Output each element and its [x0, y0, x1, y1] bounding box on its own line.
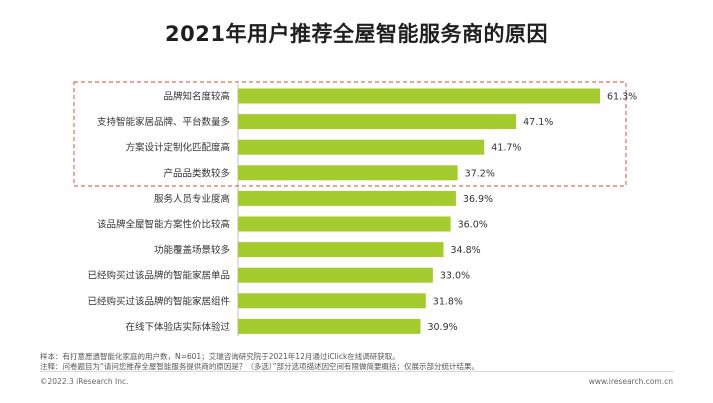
bar	[238, 318, 421, 334]
value-label: 36.0%	[458, 220, 488, 231]
bar	[238, 242, 444, 258]
annotation-note: 注释：问卷题目为“请问您推荐全屋智能服务提供商的原因是？（多选）”部分选项描述因…	[40, 362, 480, 371]
website: www.iresearch.com.cn	[588, 377, 673, 386]
value-label: 33.0%	[440, 271, 470, 282]
category-label: 已经购买过该品牌的智能家居组件	[87, 295, 230, 307]
category-label: 产品品类数较多	[163, 167, 230, 179]
category-label: 功能覆盖场景较多	[154, 244, 230, 256]
category-label: 已经购买过该品牌的智能家居单品	[87, 270, 230, 282]
highlight-box	[73, 81, 627, 187]
value-label: 31.8%	[433, 296, 463, 307]
value-label: 37.2%	[465, 168, 495, 179]
category-label: 品牌知名度较高	[163, 91, 230, 103]
footer-divider	[40, 371, 674, 372]
value-label: 41.7%	[491, 143, 521, 154]
value-label: 61.3%	[607, 92, 637, 103]
bar-chart: 品牌知名度较高 61.3% 支持智能家居品牌、平台数量多 47.1% 方案设计定制化匹配…	[73, 81, 637, 336]
bar	[238, 190, 456, 206]
copyright: ©2022.3 iResearch Inc.	[40, 377, 129, 386]
category-label: 支持智能家居品牌、平台数量多	[97, 116, 230, 128]
sample-note: 样本：有打意愿遗智能化家庭的用户数，N=601；艾瑞咨询研究院于2021年12月…	[40, 352, 400, 361]
bar	[238, 216, 451, 232]
chart-title: 2021年用户推荐全屋智能服务商的原因	[165, 22, 548, 46]
bar	[238, 267, 433, 283]
bar	[238, 165, 458, 181]
value-label: 36.9%	[463, 194, 493, 205]
bar	[238, 88, 600, 104]
value-label: 30.9%	[427, 322, 457, 333]
value-label: 34.8%	[451, 245, 481, 256]
value-label: 47.1%	[523, 117, 553, 128]
bar	[238, 114, 517, 130]
category-label: 方案设计定制化匹配度高	[125, 142, 230, 154]
category-label: 在线下体验店实际体验过	[125, 321, 230, 333]
bar	[238, 139, 485, 155]
category-label: 服务人员专业度高	[154, 193, 230, 205]
bar	[238, 293, 426, 309]
category-label: 该品牌全屋智能方案性价比较高	[97, 219, 230, 231]
